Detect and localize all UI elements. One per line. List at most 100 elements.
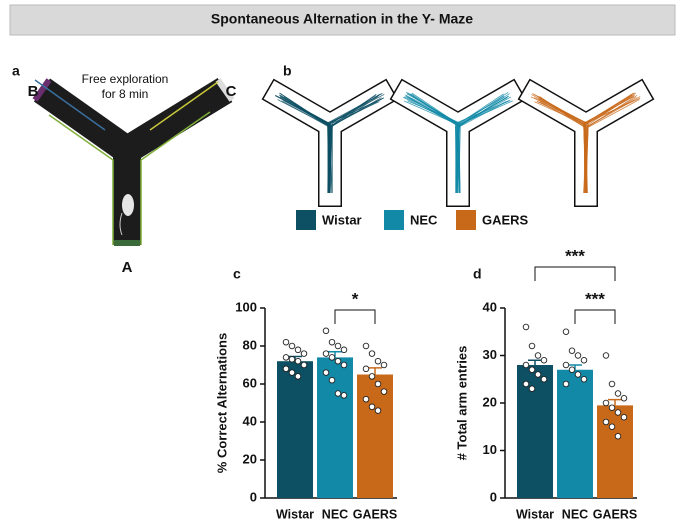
track [536, 94, 635, 194]
data-point [294, 373, 302, 380]
data-point [380, 388, 388, 395]
data-point [528, 342, 536, 350]
data-point [340, 392, 348, 399]
data-point [620, 395, 628, 402]
data-point [574, 352, 582, 359]
bar [277, 361, 313, 498]
data-point [328, 354, 336, 361]
data-point [282, 354, 290, 361]
track [411, 93, 505, 194]
track [283, 95, 376, 194]
y-tick-label: 80 [243, 337, 257, 352]
data-point [294, 346, 302, 354]
data-point [282, 365, 290, 373]
data-point [608, 423, 616, 431]
data-point [522, 380, 530, 388]
legend-swatch [384, 210, 404, 230]
maze-photo [32, 78, 235, 246]
track [532, 93, 635, 194]
maze-note: Free exploration [82, 72, 169, 86]
data-point [368, 350, 376, 357]
data-point [328, 338, 336, 346]
data-point [334, 342, 342, 350]
y-tick-label: 100 [235, 299, 257, 314]
data-point [362, 395, 370, 403]
y-tick-label: 40 [243, 413, 257, 428]
figure-title: Spontaneous Alternation in the Y- Maze [211, 11, 473, 27]
y-tick-label: 60 [243, 375, 257, 390]
x-tick-label: Wistar [516, 507, 554, 521]
legend-swatch [296, 210, 316, 230]
data-point [374, 407, 382, 414]
data-point [294, 357, 302, 365]
data-point [522, 361, 530, 369]
data-point [602, 418, 610, 426]
y-tick-label: 40 [483, 299, 497, 314]
data-point [374, 380, 382, 388]
arm-label: B [28, 83, 39, 100]
data-point [528, 385, 536, 393]
data-point [580, 376, 588, 383]
data-point [574, 371, 582, 378]
data-point [614, 390, 622, 397]
data-point [602, 399, 610, 407]
data-point [300, 350, 308, 357]
bar [357, 374, 393, 498]
arm-label: C [226, 83, 237, 100]
data-point [620, 414, 628, 421]
data-point [522, 323, 530, 331]
data-point [288, 356, 296, 363]
significance-label: *** [585, 289, 605, 308]
data-point [608, 404, 616, 412]
track [540, 94, 633, 194]
x-tick-label: NEC [562, 507, 588, 521]
legend-label: NEC [410, 212, 438, 227]
x-tick-label: NEC [322, 507, 348, 521]
data-point [528, 366, 536, 374]
data-point [614, 433, 622, 440]
panel-label: d [473, 266, 482, 282]
y-tick-label: 30 [483, 347, 497, 362]
data-point [374, 357, 382, 365]
data-point [534, 352, 542, 359]
data-point [322, 369, 330, 376]
data-point [288, 342, 296, 350]
y-tick-label: 20 [483, 394, 497, 409]
bar [517, 365, 553, 498]
data-point [562, 380, 570, 388]
bar [557, 369, 593, 498]
track [403, 97, 506, 194]
data-point [340, 346, 348, 354]
data-point [614, 409, 622, 416]
track [281, 97, 376, 194]
data-point [362, 342, 370, 350]
significance-bracket [574, 309, 616, 324]
data-point [288, 369, 296, 376]
y-axis-label: % Correct Alternations [214, 333, 229, 473]
error-bar [368, 367, 382, 375]
title-bar [9, 4, 676, 36]
y-tick-label: 0 [250, 489, 257, 504]
track [279, 92, 383, 194]
significance-label: *** [565, 246, 585, 265]
error-bar [528, 359, 542, 365]
data-point [562, 361, 570, 369]
arm-label: A [122, 259, 133, 276]
panel-label: c [233, 266, 241, 282]
data-point [562, 328, 570, 336]
x-tick-label: GAERS [593, 507, 637, 521]
data-point [534, 371, 542, 378]
significance-label: * [352, 289, 359, 308]
data-point [368, 373, 376, 380]
data-point [540, 376, 548, 383]
bar [597, 405, 633, 498]
data-point [300, 361, 308, 369]
data-point [282, 338, 290, 346]
y-tick-label: 0 [490, 489, 497, 504]
data-point [322, 350, 330, 357]
track [531, 92, 635, 194]
data-point [602, 352, 610, 359]
legend-label: Wistar [322, 212, 362, 227]
data-point [368, 403, 376, 411]
